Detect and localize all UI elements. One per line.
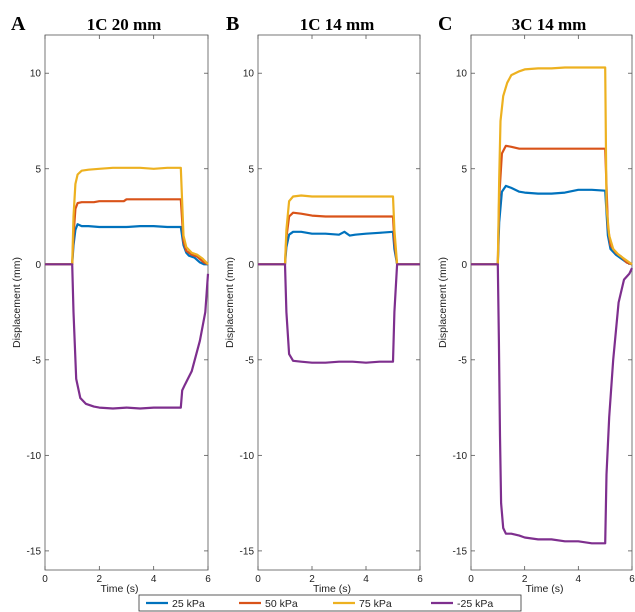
x-axis-label: Time (s) [100,583,138,595]
y-tick-label: -5 [32,355,41,366]
y-tick-label: 0 [461,260,467,271]
legend: 25 kPa 50 kPa 75 kPa -25 kPa [138,594,522,612]
series-line-50kpa [45,198,209,266]
y-axis-label: Displacement (mm) [437,257,449,348]
y-tick-label: -10 [27,451,42,462]
y-tick-label: 5 [35,164,41,175]
panel-letter: A [11,13,26,35]
series-line-25kpa [45,223,208,266]
y-tick-label: -15 [240,546,255,557]
panel-title: 1C 20 mm [87,15,162,34]
x-tick-label: 2 [97,574,103,585]
x-tick-label: 0 [42,574,48,585]
plot-area [44,34,209,571]
y-tick-label: -10 [240,451,255,462]
panel-title: 1C 14 mm [300,15,375,34]
chart-panel-b: B 1C 14 mm -15 -10 -5 0 5 10 0 2 4 6 Time (s) Displac… [224,13,423,595]
y-axis-label: Displacement (mm) [11,257,23,348]
legend-label: 75 kPa [359,598,392,610]
series-line-75kpa [258,194,420,266]
series-line-75kpa [45,166,209,266]
series-line-25kpa [471,263,633,545]
series-line-25kpa [258,263,420,364]
chart-panel-a: A 1C 20 mm -15 -10 -5 0 5 10 0 2 4 6 Time (s) Displac… [11,13,211,595]
plot-area [470,34,633,571]
panel-letter: B [226,13,239,35]
x-tick-label: 6 [205,574,211,585]
y-tick-label: 5 [461,164,467,175]
x-tick-label: 4 [576,574,582,585]
y-tick-label: 0 [35,260,41,271]
x-tick-label: 0 [468,574,474,585]
y-axis-label: Displacement (mm) [224,257,236,348]
legend-label: 25 kPa [172,598,205,610]
series-line-25kpa [45,263,210,410]
y-tick-label: -10 [453,451,468,462]
legend-box [138,594,522,612]
panel-title: 3C 14 mm [512,15,587,34]
x-tick-label: 6 [417,574,423,585]
x-axis-label: Time (s) [525,583,563,595]
y-tick-label: 0 [248,260,254,271]
legend-label: 50 kPa [265,598,298,610]
y-tick-label: -15 [27,546,42,557]
y-tick-label: 10 [30,69,42,80]
x-tick-label: 4 [363,574,369,585]
x-axis-label: Time (s) [313,583,351,595]
y-tick-label: -5 [458,355,467,366]
plot-area [257,34,421,571]
y-tick-label: 10 [456,69,468,80]
y-tick-label: -5 [245,355,254,366]
series-line-75kpa [471,66,633,266]
chart-panel-c: C 3C 14 mm -15 -10 -5 0 5 10 0 2 4 6 Time (s) Displac… [437,13,635,595]
y-tick-label: -15 [453,546,468,557]
x-tick-label: 0 [255,574,261,585]
y-tick-label: 10 [243,69,255,80]
y-tick-label: 5 [248,164,254,175]
legend-label: -25 kPa [457,598,493,610]
x-tick-label: 4 [151,574,157,585]
series-line-25kpa [471,184,633,266]
x-tick-label: 2 [309,574,315,585]
x-tick-label: 2 [522,574,528,585]
panel-letter: C [438,13,452,35]
x-tick-label: 6 [629,574,635,585]
